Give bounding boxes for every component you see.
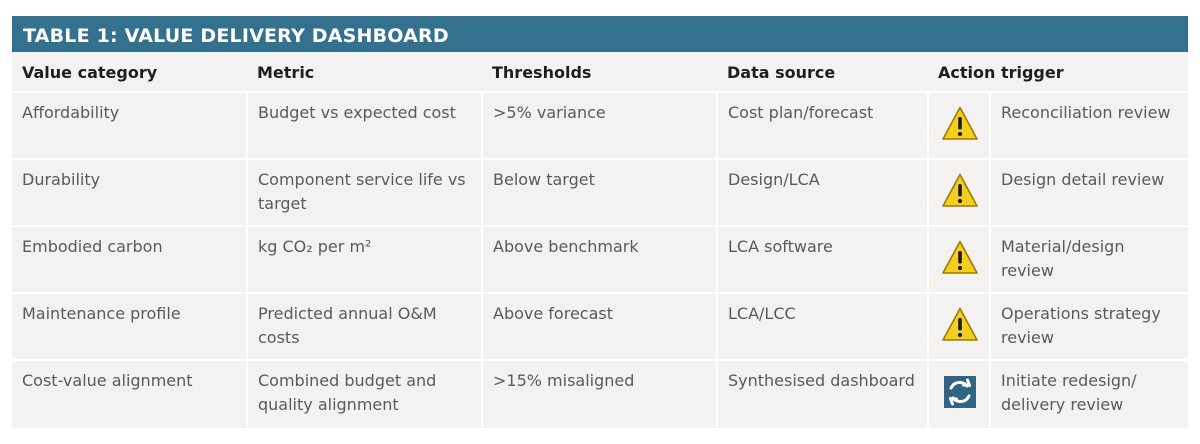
cell-threshold: Above forecast <box>482 293 718 361</box>
cell-icon <box>928 360 991 427</box>
cell-source: LCA software <box>717 226 929 294</box>
cell-action: Reconciliation review <box>990 92 1188 160</box>
table-row: Durability Component service life vs tar… <box>12 159 1188 227</box>
cell-icon <box>928 226 991 294</box>
cell-source: Design/LCA <box>717 159 929 227</box>
cell-threshold: >15% misaligned <box>482 360 718 427</box>
cell-metric: Component service life vs target <box>247 159 483 227</box>
cell-action: Design detail review <box>990 159 1188 227</box>
header-thresholds: Thresholds <box>482 52 717 93</box>
warning-icon <box>942 307 978 341</box>
cell-threshold: >5% variance <box>482 92 718 160</box>
cell-source: Cost plan/forecast <box>717 92 929 160</box>
cell-category: Durability <box>12 159 248 227</box>
cell-metric: kg CO₂ per m² <box>247 226 483 294</box>
cell-metric: Combined budget and quality alignment <box>247 360 483 427</box>
dashboard-grid: Value category Metric Thresholds Data so… <box>12 52 1188 427</box>
warning-icon <box>942 173 978 207</box>
cell-icon <box>928 92 991 160</box>
table-row: Affordability Budget vs expected cost >5… <box>12 92 1188 160</box>
cell-action: Initiate redesign/ delivery review <box>1001 371 1137 414</box>
table-row: Cost-value alignment Combined budget and… <box>12 360 1188 427</box>
cell-action: Operations strategy review <box>990 293 1188 361</box>
redesign-swap-icon <box>944 376 976 408</box>
table-title: TABLE 1: VALUE DELIVERY DASHBOARD <box>12 16 1188 52</box>
cell-threshold: Above benchmark <box>482 226 718 294</box>
cell-category: Cost-value alignment <box>12 360 248 427</box>
header-data-source: Data source <box>717 52 928 93</box>
header-row: Value category Metric Thresholds Data so… <box>12 52 1188 93</box>
header-metric: Metric <box>247 52 482 93</box>
cell-category: Maintenance profile <box>12 293 248 361</box>
table-row: Maintenance profile Predicted annual O&M… <box>12 293 1188 361</box>
header-action-trigger: Action trigger <box>928 52 1188 93</box>
header-value-category: Value category <box>12 52 247 93</box>
warning-icon <box>942 240 978 274</box>
cell-icon <box>928 159 991 227</box>
cell-metric: Budget vs expected cost <box>247 92 483 160</box>
value-delivery-dashboard-table: TABLE 1: VALUE DELIVERY DASHBOARD Value … <box>12 16 1188 428</box>
cell-category: Affordability <box>12 92 248 160</box>
cell-action: Material/design review <box>990 226 1188 294</box>
cell-icon <box>928 293 991 361</box>
cell-source: LCA/LCC <box>717 293 929 361</box>
cell-source: Synthesised dashboard <box>717 360 929 427</box>
warning-icon <box>942 106 978 140</box>
table-row: Embodied carbon kg CO₂ per m² Above benc… <box>12 226 1188 294</box>
cell-metric: Predicted annual O&M costs <box>247 293 483 361</box>
cell-threshold: Below target <box>482 159 718 227</box>
cell-category: Embodied carbon <box>12 226 248 294</box>
